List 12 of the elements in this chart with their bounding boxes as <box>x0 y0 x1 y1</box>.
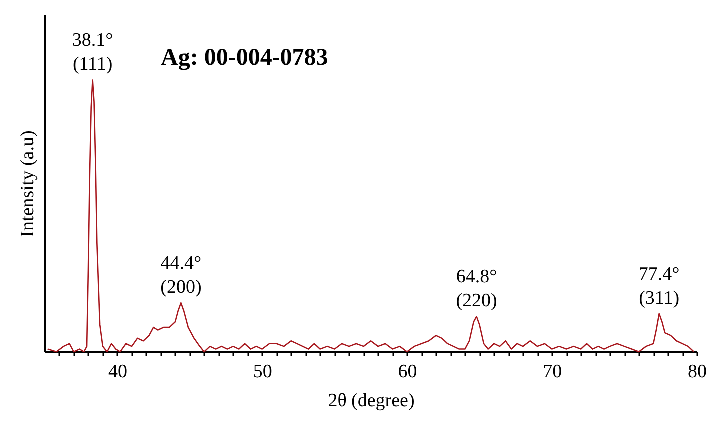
annotation: 77.4° (311) <box>638 264 680 309</box>
chart-title: Ag: 00-004-0783 <box>161 45 328 71</box>
x-axis-title: 2θ (degree) <box>328 390 415 412</box>
x-tick-label: 60 <box>398 362 418 382</box>
x-tick-label: 70 <box>543 362 562 382</box>
x-tick-label: 40 <box>108 362 128 382</box>
annotation: 38.1° (111) <box>72 30 114 76</box>
annotation: 44.4° (200) <box>160 253 202 298</box>
x-tick-label: 80 <box>688 362 707 382</box>
annotation: 64.8° (220) <box>456 266 498 312</box>
x-tick-label: 50 <box>253 362 272 382</box>
y-axis-title: Intensity (a.u) <box>18 130 38 238</box>
